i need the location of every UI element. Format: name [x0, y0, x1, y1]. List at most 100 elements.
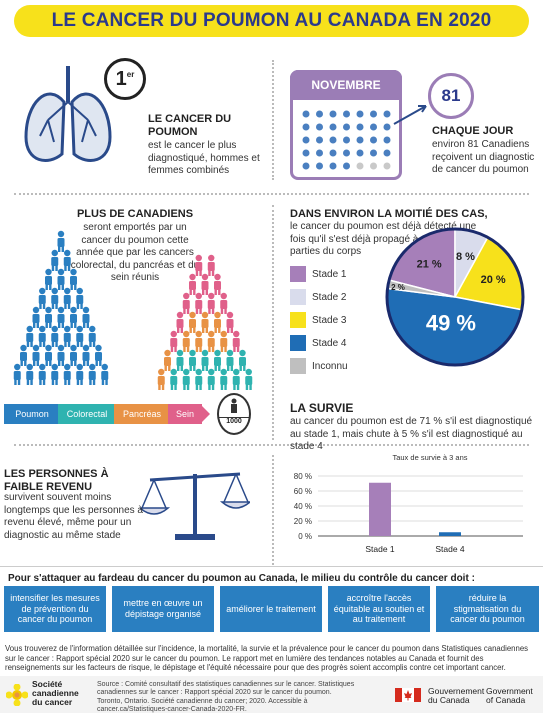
- calendar-day: [329, 136, 337, 144]
- daily-heading: CHAQUE JOUR: [432, 125, 514, 137]
- person-icon: [32, 306, 40, 328]
- legend-swatch: [290, 335, 306, 351]
- calendar-day: [370, 162, 377, 170]
- survival-text: au cancer du poumon est de 71 % s'il est…: [290, 416, 533, 452]
- person-icon: [176, 311, 184, 333]
- gov-fr-line: Gouvernement: [428, 686, 485, 696]
- rank-sup: er: [126, 69, 135, 79]
- rank-number: 1: [115, 67, 127, 90]
- divider: [272, 60, 274, 180]
- rank-heading: LE CANCER DU POUMON: [148, 113, 232, 138]
- person-icon: [207, 254, 215, 276]
- person-icon: [189, 311, 196, 333]
- person-icon: [88, 325, 96, 347]
- person-icon: [220, 292, 228, 314]
- calendar: NOVEMBRE: [290, 70, 402, 180]
- person-icon: [232, 368, 240, 390]
- person-icon: [195, 254, 203, 276]
- person-icon: [63, 325, 71, 347]
- gov-fr-line: du Canada: [428, 695, 470, 706]
- society-line: Société: [32, 679, 63, 689]
- gov-fr: Gouvernement du Canada: [428, 686, 485, 706]
- action-box-2: mettre en œuvre un dépistage organisé: [112, 586, 214, 632]
- divider: [14, 193, 529, 195]
- gov-en: Government of Canada: [486, 686, 533, 706]
- legend-swatch: [290, 266, 306, 282]
- y-tick-label: 20 %: [294, 517, 312, 526]
- person-icon: [63, 287, 71, 309]
- person-icon: [57, 268, 65, 290]
- person-icon: [26, 363, 34, 385]
- legend-item: Stade 2: [290, 289, 346, 305]
- survival-bar: [369, 482, 391, 536]
- calendar-day: [383, 162, 391, 170]
- person-icon: [214, 349, 221, 371]
- compare-label-sein: Sein: [168, 404, 202, 424]
- arrow-tip: [200, 404, 210, 424]
- canada-flag-icon: [395, 688, 421, 702]
- y-tick-label: 0 %: [298, 532, 312, 541]
- person-icon: [51, 287, 59, 309]
- pie-data-label: 8 %: [456, 251, 475, 263]
- person-icon: [70, 268, 77, 290]
- stage-text: le cancer du poumon est déjà détecté une…: [290, 221, 477, 257]
- person-icon: [201, 273, 209, 295]
- calendar-day: [383, 136, 391, 144]
- person-icon: [76, 287, 84, 309]
- person-icon: [207, 330, 215, 352]
- person-icon: [82, 344, 90, 366]
- calendar-month: NOVEMBRE: [290, 70, 402, 100]
- legend-label: Inconnu: [312, 360, 348, 372]
- legend-item: Inconnu: [290, 358, 348, 374]
- calendar-day: [316, 123, 323, 131]
- action-box-3: améliorer le traitement: [220, 586, 322, 632]
- person-icon: [176, 349, 184, 371]
- calendar-day: [316, 110, 323, 118]
- person-icon: [51, 249, 59, 271]
- person-icon: [207, 292, 215, 314]
- person-icon: [88, 363, 96, 385]
- action-box-1: intensifier les mesures de prévention du…: [4, 586, 106, 632]
- legend-label: Stade 3: [312, 314, 347, 326]
- person-icon: [182, 292, 190, 314]
- person-icon: [195, 330, 203, 352]
- calendar-day: [383, 149, 391, 157]
- divider: [14, 444, 529, 446]
- person-icon: [189, 273, 196, 295]
- person-icon: [51, 325, 59, 347]
- calendar-day: [383, 110, 391, 118]
- person-icon: [245, 368, 253, 390]
- legend-item: Stade 3: [290, 312, 346, 328]
- compare-label-colorectal: Colorectal: [58, 404, 116, 424]
- legend-swatch: [290, 289, 306, 305]
- pie-data-label: 20 %: [481, 274, 506, 286]
- person-icon: [201, 349, 209, 371]
- gov-en-line: Government: [486, 686, 533, 696]
- actions-intro: Pour s'attaquer au fardeau du cancer du …: [8, 573, 475, 584]
- calendar-day: [370, 123, 377, 131]
- person-icon: [201, 311, 209, 333]
- legend-swatch: [290, 312, 306, 328]
- pie-data-label: 49 %: [426, 311, 476, 336]
- bar-chart-title: Taux de survie à 3 ans: [392, 453, 467, 462]
- person-icon: [20, 344, 27, 366]
- income-text: survivent souvent moins longtemps que le…: [4, 492, 143, 541]
- arrow-icon: [393, 105, 427, 125]
- deaths-text: seront emportés par un cancer du poumon …: [70, 222, 200, 283]
- society-line: du cancer: [32, 696, 73, 707]
- divider: [272, 455, 274, 565]
- person-scale-value: 1000: [219, 417, 249, 425]
- calendar-day: [370, 110, 377, 118]
- person-icon: [32, 344, 40, 366]
- stage-heading: DANS ENVIRON LA MOITIÉ DES CAS,: [290, 208, 488, 220]
- person-icon: [82, 306, 90, 328]
- person-icon: [157, 368, 165, 390]
- person-icon: [220, 368, 228, 390]
- person-icon: [182, 368, 190, 390]
- calendar-day: [343, 136, 350, 144]
- legend-label: Stade 1: [312, 268, 347, 280]
- compare-label-pancreas: Pancréas: [114, 404, 170, 424]
- calendar-day: [370, 136, 377, 144]
- person-icon: [214, 273, 221, 295]
- person-icon: [189, 349, 196, 371]
